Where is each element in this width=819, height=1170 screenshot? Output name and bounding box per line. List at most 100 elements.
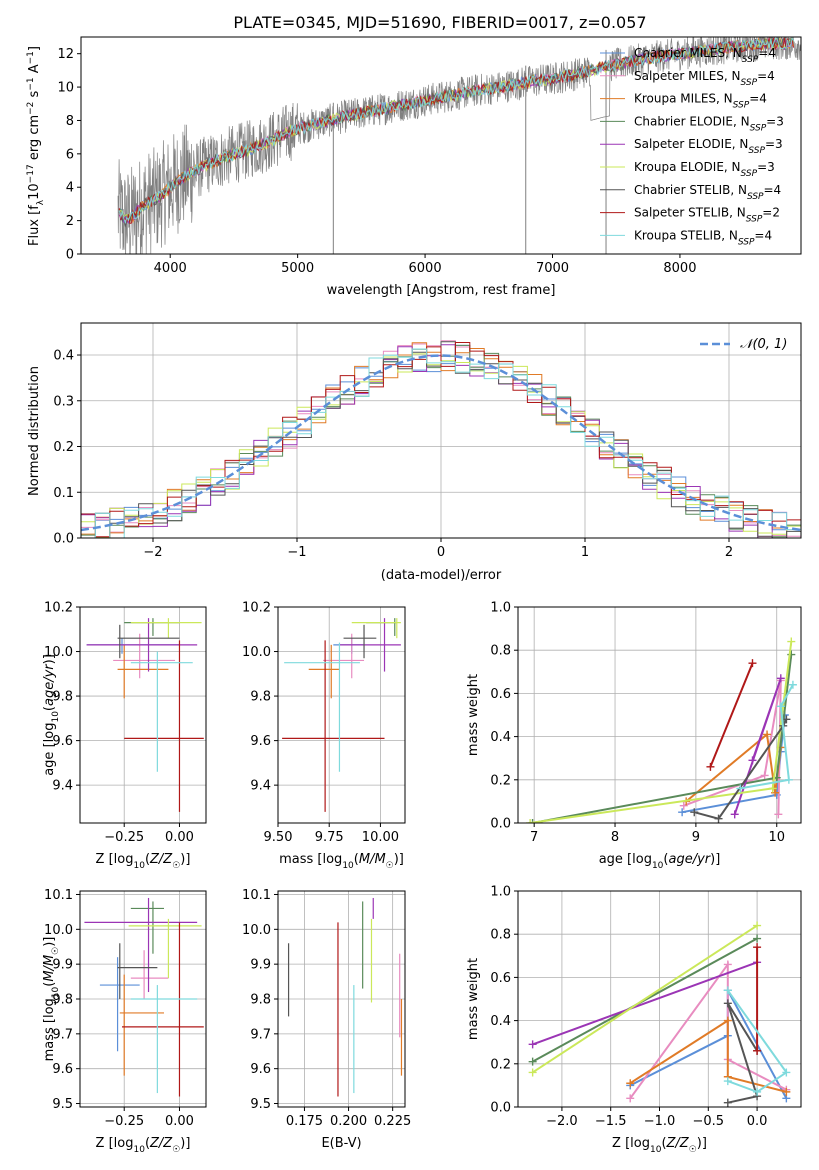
tick-label-y: 9.6 bbox=[52, 1062, 73, 1077]
weight-series-line bbox=[529, 641, 793, 823]
weight-point-marker bbox=[723, 960, 732, 969]
tick-label-y: 0.2 bbox=[53, 440, 74, 455]
tick-label-y: 9.8 bbox=[250, 993, 271, 1008]
legend-label: Chabrier STELIB, NSSP=4 bbox=[634, 183, 781, 202]
axes-frame bbox=[517, 606, 802, 824]
tick-label-x: 7 bbox=[530, 830, 538, 845]
weight-point-marker bbox=[788, 680, 797, 689]
weight-point-marker bbox=[730, 810, 739, 819]
tick-label-y: 0.4 bbox=[490, 1014, 511, 1029]
histogram-area bbox=[81, 340, 801, 538]
errorbar-area bbox=[282, 618, 401, 812]
tick-label-y: 2 bbox=[66, 214, 74, 229]
age-vs-metallicity-panel: −0.25 0.00 9.4 9.6 9.8 10.0 10.2 Z [log10(Z/Z☉)… bbox=[42, 601, 207, 871]
x-axis-label: (data-model)/error bbox=[381, 568, 502, 583]
tick-label-y: 0 bbox=[66, 248, 74, 263]
weight-point-marker bbox=[774, 810, 783, 819]
tick-label-y: 10.0 bbox=[242, 923, 271, 938]
axes-frame bbox=[277, 890, 406, 1108]
tick-label-x: −1.5 bbox=[595, 1114, 627, 1129]
mass-vs-ebv-panel: 0.175 0.200 0.225 9.5 9.6 9.7 9.8 9.9 10.0 10.1 E(… bbox=[242, 888, 411, 1151]
weight-point-marker bbox=[753, 921, 762, 930]
legend-label: Salpeter MILES, NSSP=4 bbox=[634, 69, 775, 88]
weight-point-marker bbox=[776, 674, 785, 683]
tick-label-y: 9.8 bbox=[52, 993, 73, 1008]
errorbar-area bbox=[287, 897, 403, 1097]
weight-series-line bbox=[740, 684, 794, 790]
weight-point-marker bbox=[678, 808, 687, 817]
spectrum-plot-area bbox=[117, 37, 801, 254]
weight-series-line bbox=[532, 654, 793, 823]
weight-point-marker bbox=[787, 637, 796, 646]
tick-label-y: 0.1 bbox=[53, 486, 74, 501]
spectrum-title: PLATE=0345, MJD=51690, FIBERID=0017, z=0… bbox=[233, 13, 646, 32]
tick-label-y: 9.7 bbox=[250, 1027, 271, 1042]
tick-label-x: 8000 bbox=[663, 261, 696, 276]
tick-label-x: −1.0 bbox=[644, 1114, 676, 1129]
tick-label-y: 9.6 bbox=[250, 734, 271, 749]
x-axis-label: E(B-V) bbox=[321, 1136, 361, 1151]
weight-series-line bbox=[726, 989, 788, 1094]
weight-lines-area bbox=[526, 637, 797, 823]
tick-label-y: 0.4 bbox=[490, 730, 511, 745]
legend-label: Salpeter ELODIE, NSSP=3 bbox=[634, 137, 783, 156]
weight-series-line bbox=[629, 961, 787, 1099]
residuals-panel: −2 −1 0 1 2 0.0 0.1 0.2 0.3 0.4 (data-model)/error… bbox=[27, 322, 802, 583]
axes-frame bbox=[517, 890, 802, 1108]
weight-point-marker bbox=[784, 775, 793, 784]
y-axis-label: mass weight bbox=[466, 958, 481, 1040]
weight-point-marker bbox=[748, 659, 757, 668]
tick-label-x: 10 bbox=[768, 830, 785, 845]
tick-label-y: 9.7 bbox=[52, 1027, 73, 1042]
tick-label-y: 1.0 bbox=[490, 885, 511, 900]
tick-label-y: 0.2 bbox=[490, 1057, 511, 1072]
tick-label-x: 0.200 bbox=[330, 1114, 367, 1129]
tick-label-y: 10.0 bbox=[44, 923, 73, 938]
tick-label-x: −0.5 bbox=[693, 1114, 725, 1129]
weight-vs-metallicity-panel: −2.0 −1.5 −1.0 −0.5 0.0 0.0 0.2 0.4 0.6 0.8 1.0 Z [… bbox=[466, 885, 802, 1155]
tick-label-y: 0.8 bbox=[490, 644, 511, 659]
weight-point-marker bbox=[626, 1094, 635, 1103]
weight-point-marker bbox=[526, 819, 535, 823]
x-axis-label: mass [log10(M/M☉)] bbox=[279, 852, 404, 871]
tick-label-x: 0.00 bbox=[165, 1114, 194, 1129]
normal-legend-label: 𝒩(0, 1) bbox=[740, 337, 787, 352]
tick-label-y: 0.0 bbox=[490, 817, 511, 832]
tick-label-y: 1.0 bbox=[490, 601, 511, 616]
legend-label: Chabrier ELODIE, NSSP=3 bbox=[634, 114, 784, 133]
weight-point-marker bbox=[706, 762, 715, 771]
spectrum-panel: 4000 5000 6000 7000 8000 0 2 4 6 8 10 12 wavelength … bbox=[26, 36, 802, 298]
weight-point-marker bbox=[714, 814, 723, 823]
tick-label-x: 9 bbox=[692, 830, 700, 845]
weight-point-marker bbox=[787, 650, 796, 659]
axes-frame bbox=[80, 36, 802, 255]
tick-label-y: 9.6 bbox=[250, 1062, 271, 1077]
tick-label-x: 6000 bbox=[409, 261, 442, 276]
tick-label-y: 10.0 bbox=[242, 645, 271, 660]
weight-point-marker bbox=[690, 808, 699, 817]
weight-point-marker bbox=[528, 1040, 537, 1049]
y-axis-label: age [log10(age/yr)] bbox=[42, 654, 61, 776]
weight-series-line bbox=[709, 662, 754, 768]
weight-point-marker bbox=[753, 1046, 762, 1055]
tick-label-x: 2 bbox=[725, 545, 733, 560]
x-axis-label: Z [log10(Z/Z☉)] bbox=[612, 1136, 707, 1155]
weight-point-marker bbox=[528, 1057, 537, 1066]
tick-label-y: 9.8 bbox=[52, 690, 73, 705]
weight-series-line bbox=[532, 924, 758, 1074]
tick-label-y: 6 bbox=[66, 147, 74, 162]
legend-label: Chabrier MILES, NSSP=4 bbox=[634, 46, 776, 65]
weight-point-marker bbox=[753, 934, 762, 943]
weight-point-marker bbox=[776, 702, 785, 711]
x-axis-label: wavelength [Angstrom, rest frame] bbox=[327, 283, 556, 298]
legend-label: Kroupa STELIB, NSSP=4 bbox=[634, 228, 772, 247]
weight-point-marker bbox=[626, 1079, 635, 1088]
tick-label-x: 0.175 bbox=[286, 1114, 323, 1129]
tick-label-x: −1 bbox=[287, 545, 306, 560]
errorbar-area bbox=[84, 897, 204, 1097]
tick-label-x: 0 bbox=[437, 545, 445, 560]
mass-vs-metallicity-panel: −0.25 0.00 9.5 9.6 9.7 9.8 9.9 10.0 10.1 Z [log10… bbox=[42, 888, 207, 1155]
weight-point-marker bbox=[528, 819, 537, 823]
tick-label-x: 0.225 bbox=[374, 1114, 411, 1129]
